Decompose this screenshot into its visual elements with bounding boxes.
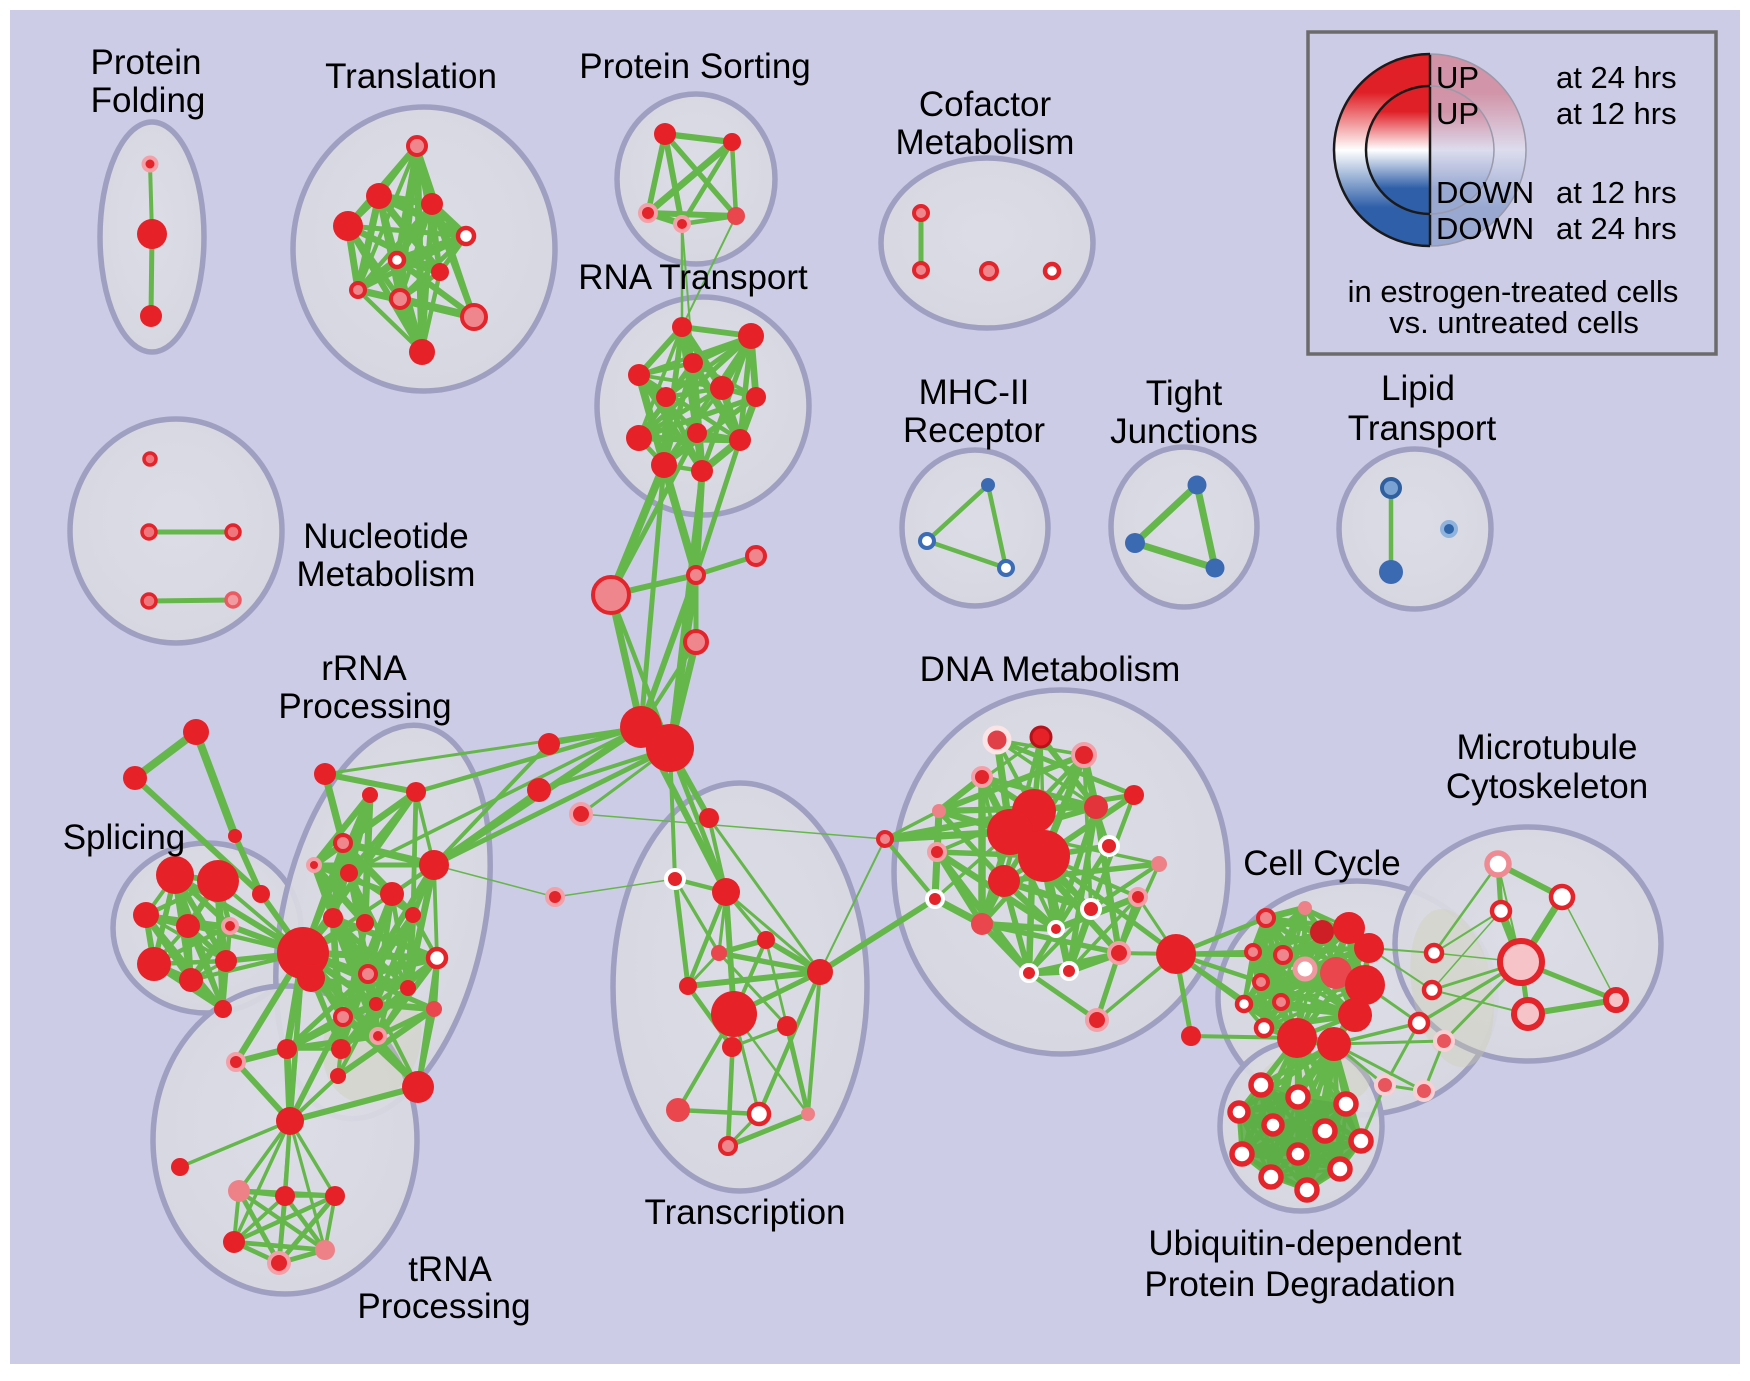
svg-text:Cofactor: Cofactor [919,85,1052,124]
svg-text:Receptor: Receptor [903,411,1045,450]
svg-text:Processing: Processing [278,687,451,726]
svg-text:Protein Sorting: Protein Sorting [579,47,811,86]
svg-text:Nucleotide: Nucleotide [303,517,468,556]
svg-text:Transcription: Transcription [645,1193,846,1232]
svg-text:Protein Degradation: Protein Degradation [1144,1265,1455,1304]
svg-text:Cytoskeleton: Cytoskeleton [1446,767,1648,806]
svg-text:Metabolism: Metabolism [896,123,1075,162]
svg-text:UP: UP [1436,60,1479,95]
svg-text:DOWN: DOWN [1436,175,1534,210]
svg-text:MHC-II: MHC-II [919,373,1030,412]
svg-text:Translation: Translation [325,57,497,96]
svg-text:Folding: Folding [91,81,206,120]
svg-text:at 12 hrs: at 12 hrs [1556,96,1677,131]
svg-text:RNA Transport: RNA Transport [578,258,808,297]
svg-text:at 12 hrs: at 12 hrs [1556,175,1677,210]
svg-text:rRNA: rRNA [321,649,407,688]
svg-text:Metabolism: Metabolism [297,555,476,594]
svg-text:UP: UP [1436,96,1479,131]
svg-text:vs. untreated cells: vs. untreated cells [1389,305,1639,340]
svg-text:Transport: Transport [1348,409,1497,448]
svg-text:in estrogen-treated cells: in estrogen-treated cells [1348,274,1679,309]
svg-text:Junctions: Junctions [1110,412,1258,451]
svg-text:at 24 hrs: at 24 hrs [1556,60,1677,95]
svg-text:Microtubule: Microtubule [1457,728,1638,767]
svg-text:Lipid: Lipid [1381,369,1455,408]
svg-text:Ubiquitin-dependent: Ubiquitin-dependent [1148,1224,1462,1263]
svg-text:tRNA: tRNA [408,1250,492,1289]
svg-text:DOWN: DOWN [1436,211,1534,246]
svg-text:Tight: Tight [1146,374,1223,413]
svg-text:Cell Cycle: Cell Cycle [1243,844,1401,883]
svg-text:Processing: Processing [357,1287,530,1326]
svg-text:Splicing: Splicing [63,818,186,857]
svg-text:Protein: Protein [91,43,202,82]
svg-text:at 24 hrs: at 24 hrs [1556,211,1677,246]
svg-text:DNA Metabolism: DNA Metabolism [920,650,1181,689]
